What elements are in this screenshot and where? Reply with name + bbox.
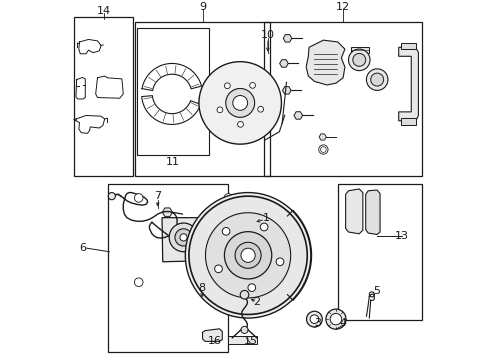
Circle shape bbox=[241, 248, 255, 262]
Text: 12: 12 bbox=[335, 2, 349, 12]
Circle shape bbox=[225, 89, 254, 117]
Circle shape bbox=[257, 106, 263, 112]
Polygon shape bbox=[319, 134, 325, 140]
Polygon shape bbox=[279, 60, 287, 67]
Polygon shape bbox=[305, 40, 344, 85]
Polygon shape bbox=[162, 218, 207, 262]
Polygon shape bbox=[202, 329, 222, 341]
Circle shape bbox=[260, 223, 267, 231]
Text: 14: 14 bbox=[97, 6, 111, 16]
Circle shape bbox=[134, 278, 142, 287]
Circle shape bbox=[309, 315, 318, 323]
Bar bbox=[135, 22, 269, 176]
Text: 11: 11 bbox=[165, 157, 180, 167]
Circle shape bbox=[205, 213, 290, 298]
Circle shape bbox=[217, 107, 223, 113]
Circle shape bbox=[180, 234, 187, 241]
Bar bbox=[108, 184, 228, 352]
Circle shape bbox=[249, 82, 255, 88]
Circle shape bbox=[175, 229, 192, 246]
Circle shape bbox=[348, 49, 369, 71]
Text: 7: 7 bbox=[154, 191, 161, 201]
Bar bbox=[400, 43, 415, 49]
Circle shape bbox=[185, 193, 310, 318]
Circle shape bbox=[247, 284, 255, 292]
Circle shape bbox=[224, 194, 232, 202]
Bar bbox=[228, 336, 257, 344]
Polygon shape bbox=[398, 47, 418, 121]
Circle shape bbox=[224, 83, 230, 89]
Circle shape bbox=[352, 53, 365, 66]
Circle shape bbox=[134, 194, 142, 202]
Circle shape bbox=[237, 121, 243, 127]
Circle shape bbox=[222, 228, 229, 235]
Ellipse shape bbox=[199, 97, 281, 107]
Text: 15: 15 bbox=[243, 336, 257, 346]
Circle shape bbox=[224, 278, 232, 287]
Circle shape bbox=[108, 193, 115, 200]
Bar bbox=[337, 184, 421, 320]
Circle shape bbox=[329, 314, 341, 325]
Text: 2: 2 bbox=[253, 297, 260, 307]
Circle shape bbox=[320, 147, 325, 152]
Circle shape bbox=[325, 309, 346, 329]
Polygon shape bbox=[293, 112, 302, 119]
Text: 6: 6 bbox=[79, 243, 86, 253]
Bar bbox=[351, 46, 368, 53]
Polygon shape bbox=[162, 208, 172, 217]
Text: 5: 5 bbox=[373, 286, 380, 296]
Circle shape bbox=[318, 145, 327, 154]
Circle shape bbox=[169, 223, 198, 252]
Polygon shape bbox=[365, 190, 379, 234]
Text: 9: 9 bbox=[199, 2, 205, 12]
Circle shape bbox=[214, 265, 222, 273]
Circle shape bbox=[370, 73, 383, 86]
Text: 10: 10 bbox=[260, 30, 274, 40]
Bar bbox=[74, 17, 133, 176]
Text: 1: 1 bbox=[262, 213, 269, 222]
Circle shape bbox=[235, 242, 261, 268]
Bar bbox=[137, 28, 208, 155]
Circle shape bbox=[306, 311, 322, 327]
Circle shape bbox=[199, 62, 281, 144]
Circle shape bbox=[188, 196, 306, 315]
Circle shape bbox=[224, 231, 271, 279]
Bar bbox=[191, 237, 198, 246]
Circle shape bbox=[276, 258, 283, 266]
Circle shape bbox=[241, 326, 247, 333]
Circle shape bbox=[232, 95, 247, 110]
Polygon shape bbox=[283, 35, 291, 42]
Bar bbox=[264, 22, 421, 176]
Text: 8: 8 bbox=[198, 283, 205, 293]
Text: 4: 4 bbox=[339, 319, 346, 328]
Text: 16: 16 bbox=[208, 336, 222, 346]
Circle shape bbox=[366, 69, 387, 90]
Polygon shape bbox=[345, 189, 362, 234]
Text: 13: 13 bbox=[394, 231, 408, 240]
Circle shape bbox=[240, 291, 248, 299]
Text: 3: 3 bbox=[313, 319, 321, 328]
Bar bbox=[400, 118, 415, 125]
Polygon shape bbox=[282, 87, 290, 94]
